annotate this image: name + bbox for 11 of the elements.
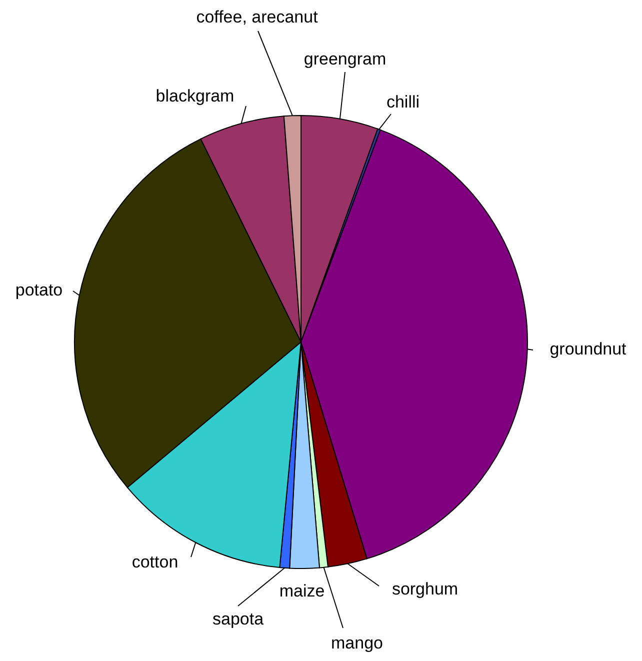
slice-label: blackgram bbox=[156, 86, 234, 106]
slice-label: greengram bbox=[304, 50, 386, 69]
slice-label: potato bbox=[15, 280, 63, 300]
slice-label: mango bbox=[331, 634, 383, 653]
slice-label: coffee, arecanut bbox=[196, 8, 318, 27]
slice-label: sapota bbox=[212, 610, 264, 629]
slice-label: groundnut bbox=[550, 340, 627, 359]
slice-label: cotton bbox=[132, 552, 178, 572]
slice-label: sorghum bbox=[392, 580, 458, 599]
slice-label: maize bbox=[279, 582, 325, 601]
slice-label: chilli bbox=[386, 92, 420, 112]
